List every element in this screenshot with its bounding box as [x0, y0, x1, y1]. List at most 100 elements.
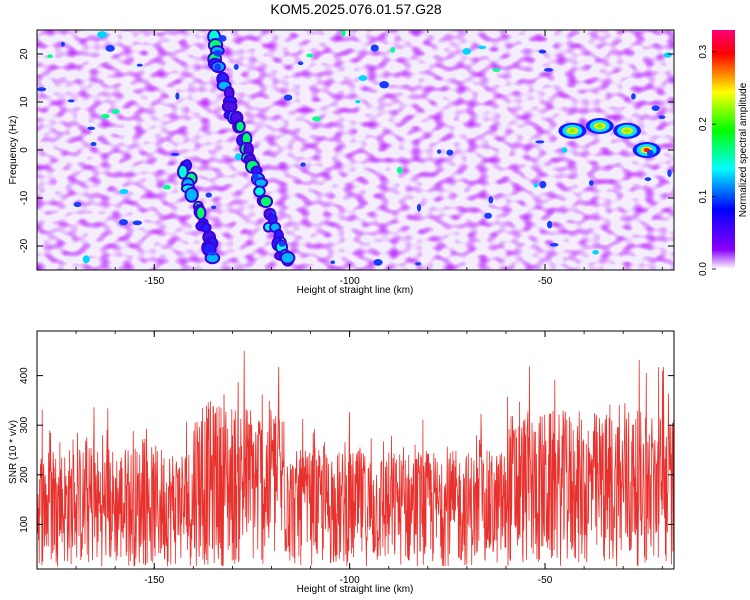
- hotspot-core: [569, 128, 576, 133]
- ridge-blob-core: [242, 133, 251, 144]
- noise-blob: [663, 52, 672, 58]
- noise-blob: [330, 260, 336, 265]
- noise-blob: [119, 188, 129, 195]
- top-x-tick-label: -50: [538, 276, 553, 287]
- noise-blob: [592, 250, 599, 255]
- noise-blob: [119, 219, 128, 226]
- ridge-blob-core: [186, 189, 197, 201]
- noise-blob: [373, 259, 383, 266]
- top-x-tick-label: -150: [144, 276, 164, 287]
- colorbar: 0.0 0.1 0.2 0.3 Normalized spectral amplitu…: [698, 30, 749, 276]
- noise-blob: [341, 30, 346, 37]
- chart-title: KOM5.2025.076.01.57.G28: [270, 1, 442, 17]
- spectrogram-panel: [37, 30, 674, 270]
- noise-blob: [87, 126, 96, 130]
- noise-blob: [446, 149, 454, 156]
- top-y-tick-label: 20: [19, 48, 30, 60]
- noise-blob: [73, 201, 82, 208]
- noise-blob: [370, 44, 379, 52]
- noise-blob: [546, 220, 553, 229]
- bottom-x-tick-label: -100: [340, 575, 360, 586]
- bottom-x-tick-label: -150: [144, 575, 164, 586]
- noise-blob: [175, 92, 180, 100]
- noise-blob: [358, 75, 368, 82]
- noise-blob: [543, 68, 554, 72]
- ridge-blob-core: [197, 207, 205, 219]
- ridge-blob-core: [255, 179, 267, 187]
- top-y-tick-label: -10: [19, 190, 30, 205]
- colorbar-tick-label: 0.0: [698, 262, 709, 276]
- noise-blob: [271, 210, 277, 215]
- noise-blob: [312, 116, 321, 122]
- bottom-y-tick-label: 300: [19, 416, 30, 433]
- noise-blob: [549, 242, 559, 247]
- top-x-tick-label: -100: [340, 276, 360, 287]
- ridge-blob-core: [179, 165, 187, 178]
- noise-blob: [233, 64, 239, 70]
- colorbar-tick-label: 0.1: [698, 189, 709, 203]
- ridge-blob-core: [281, 252, 294, 263]
- top-x-axis-label: Height of straight line (km): [297, 285, 414, 296]
- noise-blob: [47, 54, 54, 59]
- ridge-blob-core: [202, 224, 210, 231]
- noise-blob: [415, 262, 422, 266]
- noise-blob: [100, 113, 110, 119]
- noise-blob: [651, 105, 660, 111]
- noise-blob: [588, 180, 594, 186]
- heatmap-features: [37, 30, 672, 267]
- noise-blob: [539, 180, 547, 189]
- ridge-blob-core: [236, 121, 244, 131]
- noise-blob: [462, 48, 472, 55]
- noise-blob: [306, 53, 314, 58]
- colorbar-gradient: [712, 30, 735, 269]
- noise-blob: [533, 182, 539, 188]
- noise-blob: [60, 41, 65, 47]
- top-y-tick-label: 10: [19, 96, 30, 108]
- noise-blob: [218, 35, 227, 42]
- noise-blob: [631, 93, 636, 100]
- snr-series-line: [37, 350, 674, 567]
- ridge-blob-core: [223, 102, 236, 112]
- noise-blob: [90, 141, 97, 147]
- colorbar-tick-label: 0.2: [698, 117, 709, 131]
- colorbar-tick-label: 0.3: [698, 44, 709, 58]
- heatmap-noise: [37, 30, 674, 270]
- top-y-tick-label: -20: [19, 238, 30, 253]
- bottom-y-tick-label: 200: [19, 466, 30, 483]
- noise-blob: [397, 166, 403, 174]
- noise-blob: [235, 153, 242, 161]
- bottom-y-axis-label: SNR (10 * v/v): [8, 420, 19, 484]
- ridge-blob-core: [271, 223, 280, 231]
- noise-blob: [278, 240, 286, 247]
- bottom-y-tick-label: 100: [19, 516, 30, 533]
- hotspot-core: [624, 128, 631, 133]
- noise-blob: [492, 68, 501, 72]
- noise-blob: [379, 80, 390, 89]
- noise-blob: [667, 169, 672, 177]
- noise-blob: [82, 255, 90, 264]
- noise-blob: [390, 46, 396, 53]
- snr-panel: -150 -100 -50 100 200 300 400: [19, 330, 675, 586]
- noise-blob: [300, 162, 306, 167]
- noise-blob: [647, 149, 654, 157]
- noise-blob: [213, 49, 223, 57]
- noise-blob: [207, 251, 217, 256]
- noise-blob: [170, 152, 180, 156]
- bottom-x-axis-label: Height of straight line (km): [297, 584, 414, 595]
- top-y-axis-label: Frequency (Hz): [8, 116, 19, 185]
- noise-blob: [538, 49, 547, 54]
- noise-blob: [283, 94, 293, 101]
- noise-blob: [437, 149, 442, 154]
- noise-blob: [132, 220, 143, 226]
- noise-blob: [105, 45, 115, 52]
- bottom-x-tick-label: -50: [538, 575, 553, 586]
- noise-blob: [211, 205, 217, 210]
- noise-blob: [214, 63, 222, 72]
- noise-blob: [163, 184, 171, 190]
- hotspot-core: [596, 124, 603, 128]
- noise-blob: [535, 140, 545, 144]
- noise-blob: [97, 31, 107, 39]
- noise-blob: [658, 115, 666, 120]
- colorbar-label: Normalized spectral amplitude: [738, 82, 749, 217]
